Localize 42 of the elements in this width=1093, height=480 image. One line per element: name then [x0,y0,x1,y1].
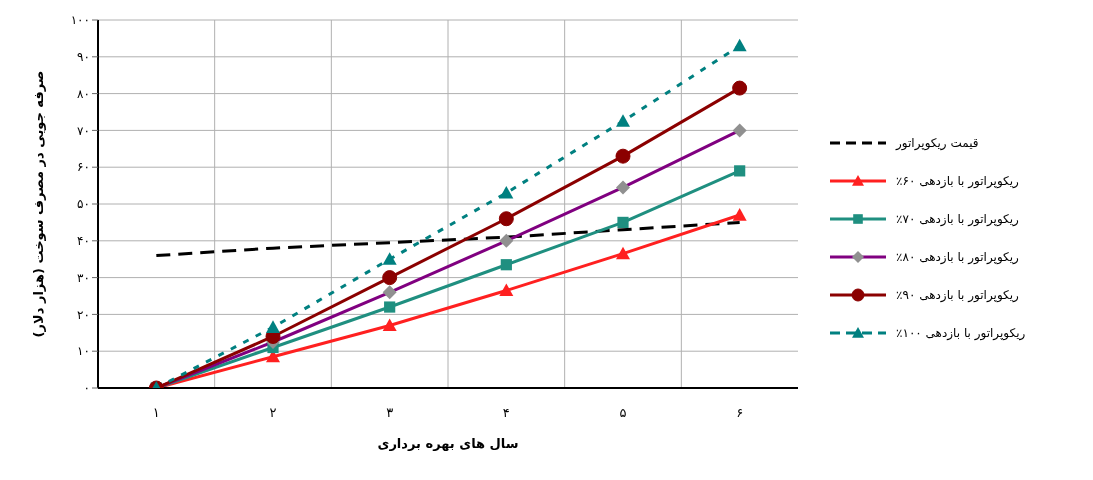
point [500,259,512,271]
point [498,211,514,227]
y-tick-label: ۷۰ [77,123,90,138]
legend-label: قیمت ریکوپراتور [896,136,979,150]
point [617,216,629,228]
x-tick-label: ۵ [619,405,627,421]
y-tick-label: ۰ [83,381,90,396]
y-tick-label: ۱۰۰ [70,13,90,28]
x-tick-label: ۳ [386,405,394,421]
x-tick-label: ۱ [152,405,160,421]
point [499,283,514,297]
y-tick-label: ۵۰ [77,197,90,212]
point [382,252,397,265]
point [384,301,396,313]
point [615,148,631,164]
x-tick-label: ۴ [502,405,510,421]
point [616,246,630,260]
y-tick-label: ۱۰ [77,344,90,359]
legend-label: ریکوپراتور با بازدهی ۸۰٪ [896,250,1019,264]
y-tick-label: ۸۰ [77,86,90,101]
y-axis-title: صرفه جویی در مصرف سوخت (هزار دلار) [30,70,46,338]
point [732,80,748,96]
legend-label: ریکوپراتور با بازدهی ۹۰٪ [896,288,1019,302]
point [266,320,280,333]
legend-label: ریکوپراتور با بازدهی ۷۰٪ [896,212,1019,226]
x-tick-label: ۶ [736,405,744,421]
y-tick-label: ۴۰ [77,234,90,249]
point [732,208,747,221]
point [499,185,514,199]
point [382,270,398,286]
y-tick-label: ۳۰ [77,270,90,285]
x-tick-label: ۲ [269,405,277,421]
point [382,318,397,332]
y-tick-label: ۹۰ [77,50,90,65]
y-tick-label: ۲۰ [77,307,90,322]
x-axis-title: سال های بهره برداری [377,436,519,451]
point [734,165,746,177]
legend-label: ریکوپراتور با بازدهی ۱۰۰٪ [896,326,1026,340]
legend-label: ریکوپراتور با بازدهی ۶۰٪ [896,174,1019,188]
point [616,114,630,127]
point [732,38,747,52]
y-tick-label: ۶۰ [77,160,90,175]
